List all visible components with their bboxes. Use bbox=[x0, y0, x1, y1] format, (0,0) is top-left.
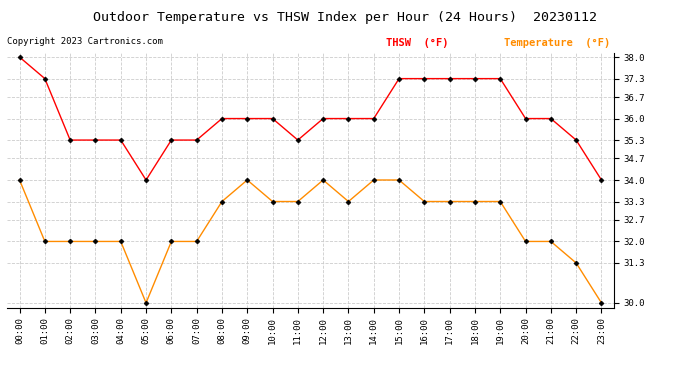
Text: Temperature  (°F): Temperature (°F) bbox=[504, 38, 610, 48]
Text: Copyright 2023 Cartronics.com: Copyright 2023 Cartronics.com bbox=[7, 38, 163, 46]
Text: THSW  (°F): THSW (°F) bbox=[386, 38, 449, 48]
Text: Outdoor Temperature vs THSW Index per Hour (24 Hours)  20230112: Outdoor Temperature vs THSW Index per Ho… bbox=[93, 11, 597, 24]
